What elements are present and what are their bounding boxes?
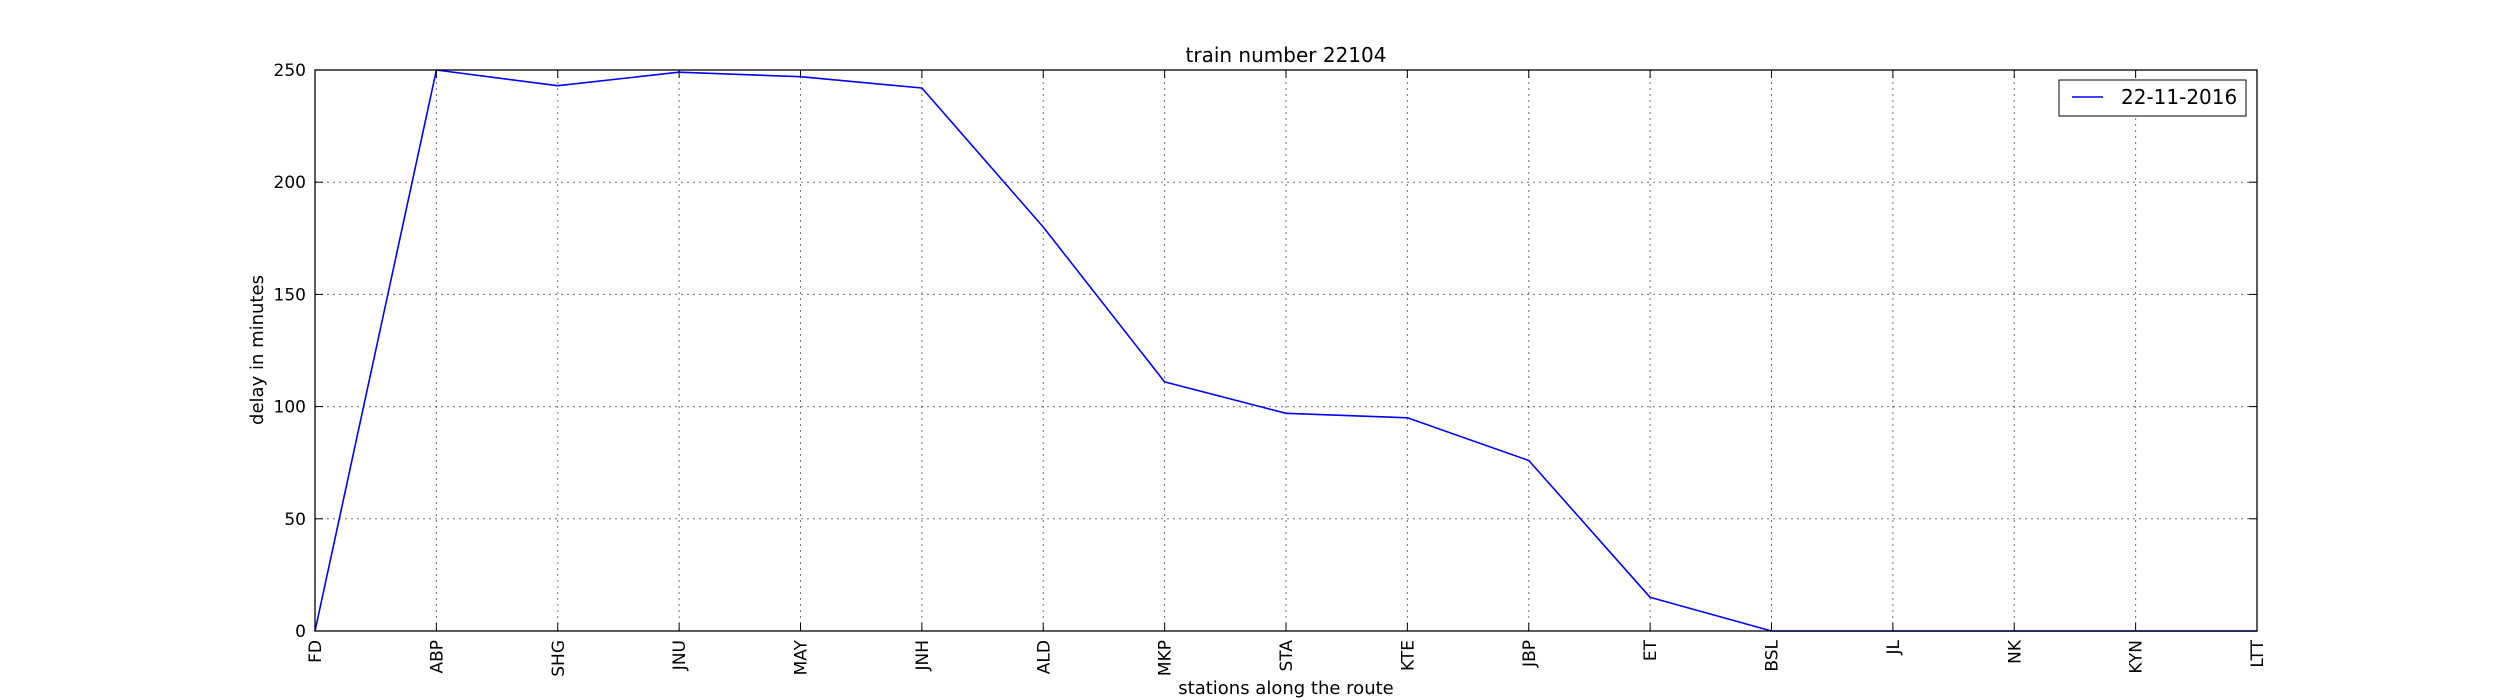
y-tick-label: 50 (284, 510, 306, 530)
x-tick-label: MAY (792, 639, 812, 675)
x-tick-label: BSL (1763, 639, 1783, 671)
y-axis: 0 50 100 150 200 250 (274, 61, 2257, 642)
x-tick-label: STA (1277, 640, 1297, 672)
y-axis-title: delay in minutes (247, 275, 268, 425)
y-tick-label: 0 (295, 622, 306, 642)
x-tick-label: JNH (913, 640, 933, 672)
legend-label-series-1: 22-11-2016 (2121, 85, 2237, 109)
legend: 22-11-2016 (2058, 79, 2247, 117)
y-tick-label: 200 (274, 173, 306, 193)
y-tick-label: 100 (274, 398, 306, 418)
x-tick-label: ABP (427, 640, 447, 674)
x-tick-label: JL (1884, 639, 1904, 655)
x-tick-label: JBP (1520, 640, 1540, 668)
x-axis-title: stations along the route (1178, 678, 1393, 699)
y-tick-label: 150 (274, 285, 306, 305)
x-tick-label: MKP (1156, 640, 1176, 676)
x-tick-label: ALD (1034, 640, 1054, 674)
x-tick-label: FD (306, 640, 326, 663)
x-tick-label: LTT (2248, 639, 2268, 667)
x-tick-label: ET (1641, 639, 1661, 661)
legend-box (2058, 79, 2247, 117)
grid-lines (315, 70, 2257, 631)
x-tick-label: JNU (670, 640, 690, 671)
x-axis: FD ABP SHG JNU MAY JNH ALD MKP STA KTE JBP ET BSL JL N… (306, 70, 2268, 677)
x-tick-label: KYN (2127, 640, 2147, 674)
x-tick-label: NK (2005, 639, 2025, 664)
x-tick-label: SHG (549, 640, 569, 677)
chart-title: train number 22104 (1186, 43, 1387, 67)
x-tick-label: KTE (1398, 640, 1418, 671)
y-tick-label: 250 (274, 61, 306, 81)
